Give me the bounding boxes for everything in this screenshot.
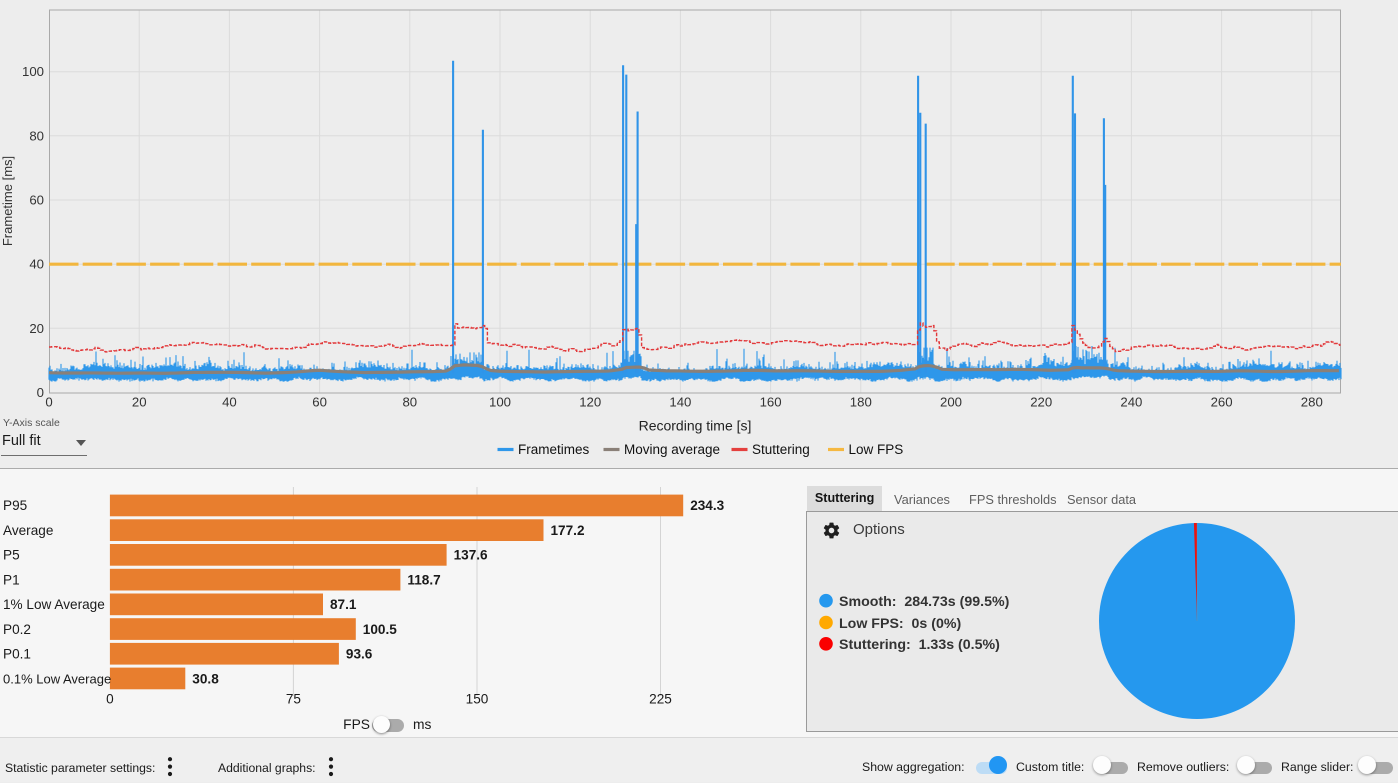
svg-text:60: 60 [29, 193, 44, 208]
svg-text:280: 280 [1301, 395, 1323, 410]
svg-text:0.1% Low Average: 0.1% Low Average [3, 671, 111, 686]
svg-text:80: 80 [29, 128, 44, 143]
svg-text:20: 20 [132, 395, 147, 410]
svg-text:240: 240 [1120, 395, 1142, 410]
svg-text:P0.2: P0.2 [3, 622, 31, 637]
svg-text:100: 100 [22, 64, 44, 79]
svg-text:Moving average: Moving average [624, 442, 720, 457]
svg-text:P0.1: P0.1 [3, 647, 31, 662]
svg-text:80: 80 [402, 395, 417, 410]
svg-text:220: 220 [1030, 395, 1052, 410]
svg-text:234.3: 234.3 [690, 498, 724, 513]
svg-text:0: 0 [106, 692, 114, 707]
svg-text:200: 200 [940, 395, 962, 410]
svg-text:0: 0 [45, 395, 52, 410]
svg-text:87.1: 87.1 [330, 597, 357, 612]
svg-text:100: 100 [489, 395, 511, 410]
svg-text:P5: P5 [3, 548, 20, 563]
svg-text:20: 20 [29, 321, 44, 336]
svg-text:160: 160 [760, 395, 782, 410]
svg-text:60: 60 [312, 395, 327, 410]
svg-text:120: 120 [579, 395, 601, 410]
svg-text:260: 260 [1211, 395, 1233, 410]
svg-text:Low FPS: Low FPS [849, 442, 904, 457]
svg-text:Stuttering: Stuttering [752, 442, 810, 457]
svg-text:Recording time [s]: Recording time [s] [639, 418, 752, 434]
svg-text:100.5: 100.5 [363, 622, 397, 637]
svg-text:225: 225 [649, 692, 672, 707]
svg-text:40: 40 [222, 395, 237, 410]
svg-text:180: 180 [850, 395, 872, 410]
svg-text:137.6: 137.6 [454, 548, 488, 563]
svg-text:P95: P95 [3, 498, 27, 513]
svg-text:93.6: 93.6 [346, 647, 373, 662]
svg-text:P1: P1 [3, 572, 20, 587]
svg-text:118.7: 118.7 [407, 572, 440, 587]
svg-text:40: 40 [29, 257, 44, 272]
svg-text:30.8: 30.8 [192, 671, 219, 686]
svg-text:Frametimes: Frametimes [518, 442, 590, 457]
svg-text:0: 0 [37, 385, 44, 400]
svg-text:75: 75 [286, 692, 301, 707]
svg-text:Average: Average [3, 523, 53, 538]
svg-text:1% Low Average: 1% Low Average [3, 597, 105, 612]
svg-text:150: 150 [466, 692, 489, 707]
svg-text:140: 140 [669, 395, 691, 410]
svg-text:177.2: 177.2 [551, 523, 585, 538]
svg-text:Frametime [ms]: Frametime [ms] [0, 156, 15, 246]
